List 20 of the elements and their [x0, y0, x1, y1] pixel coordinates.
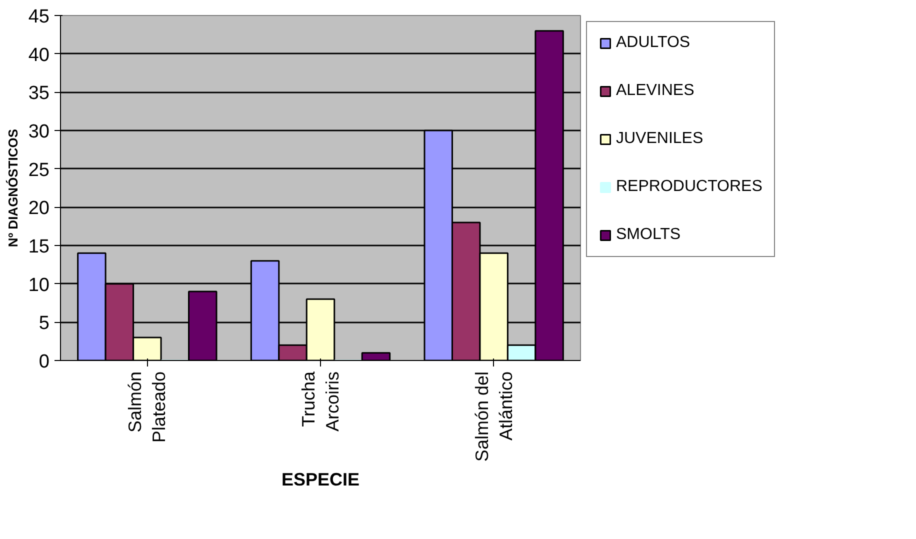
x-axis-title: ESPECIE	[281, 470, 360, 490]
y-tick-label: 25	[28, 160, 50, 181]
y-tick-label: 20	[28, 198, 50, 220]
y-tick-label: 40	[28, 44, 50, 66]
y-tick-label: 45	[28, 6, 50, 28]
y-tick-label: 10	[28, 274, 50, 296]
y-tick-label: 0	[38, 352, 50, 372]
legend-label: SMOLTS	[616, 226, 681, 244]
x-tick-label: Salmón del Atlántico	[472, 371, 516, 462]
legend-label: ADULTOS	[616, 34, 690, 52]
legend-label: ALEVINES	[616, 82, 694, 100]
legend-label: JUVENILES	[616, 130, 704, 148]
legend-label: REPRODUCTORES	[616, 178, 762, 196]
y-tick-label: 15	[28, 236, 50, 258]
y-tick-label: 35	[28, 83, 50, 104]
y-tick-label: 30	[28, 122, 50, 142]
y-tick-label: 5	[38, 313, 50, 334]
x-tick-label: Salmón Plateado	[125, 371, 170, 443]
x-tick-label: Trucha Arcoiris	[298, 370, 342, 432]
y-axis-title: Nº DIAGNÓSTICOS	[5, 128, 20, 248]
